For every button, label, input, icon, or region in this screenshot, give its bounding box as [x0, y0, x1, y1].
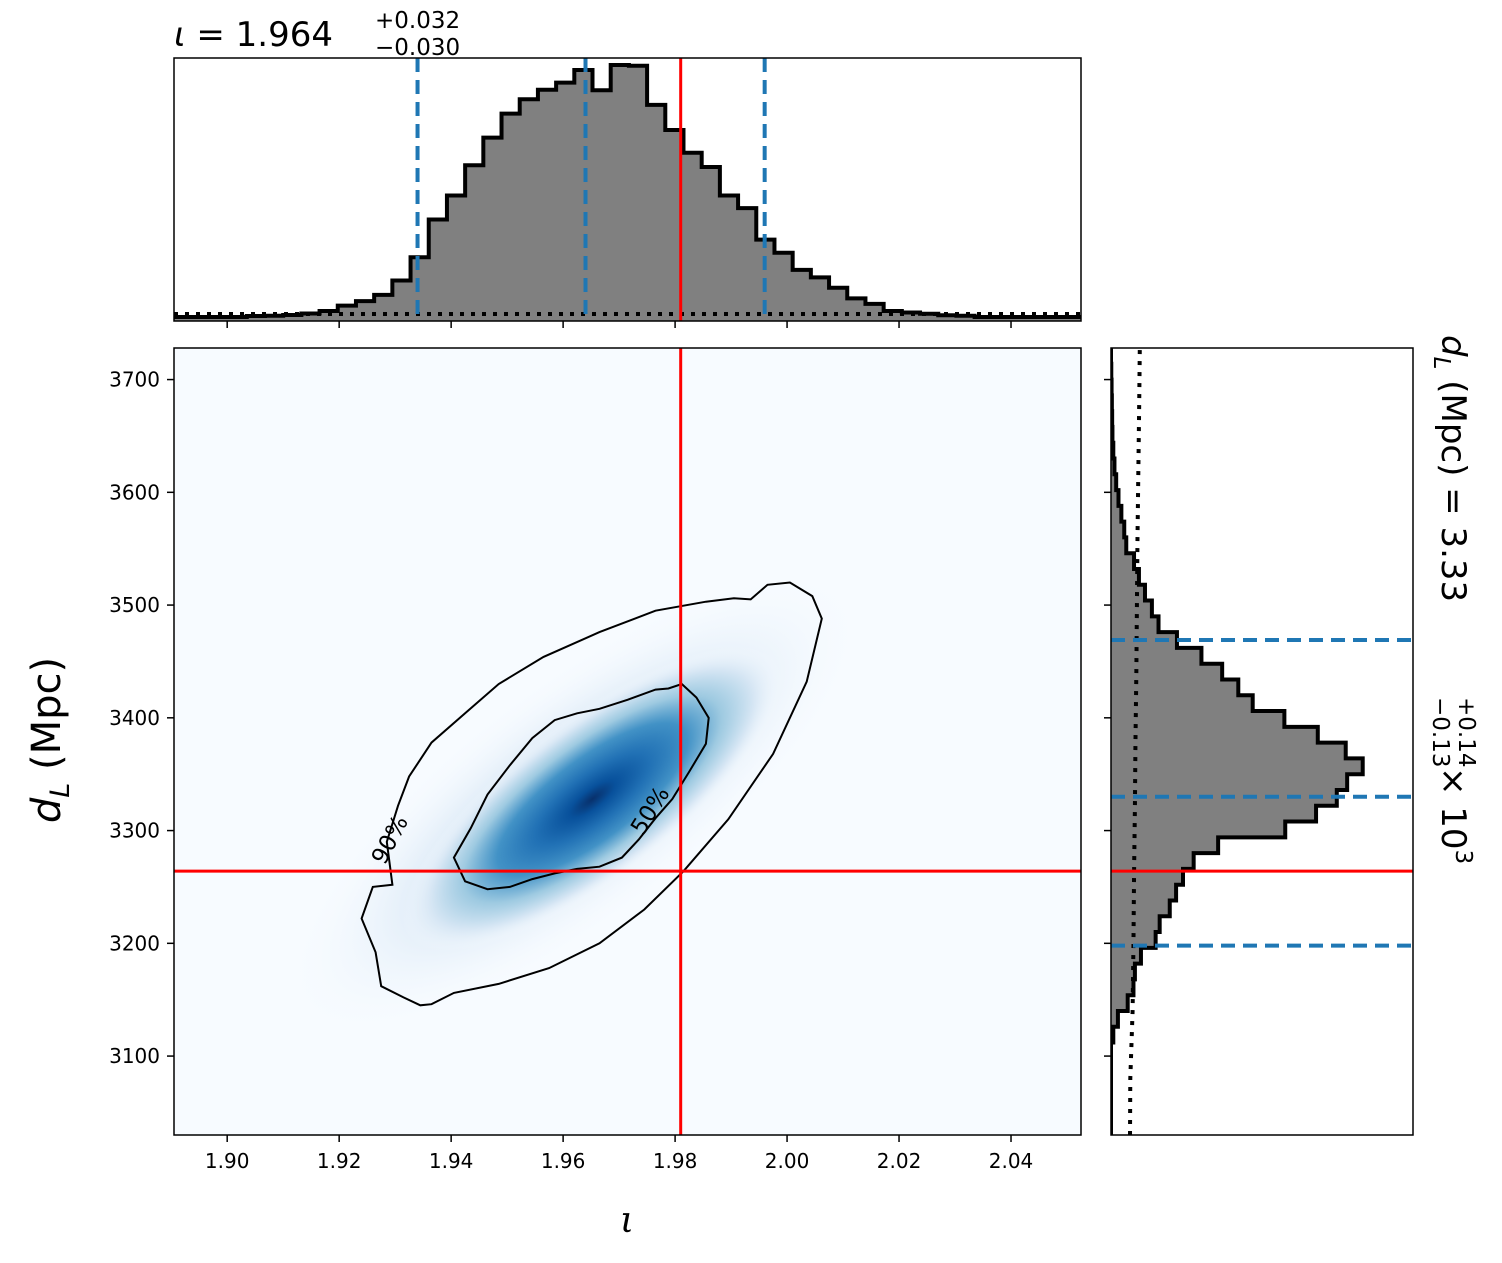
y-axis-label-sub: L — [45, 783, 76, 798]
x-tick-label: 1.94 — [429, 1149, 474, 1173]
iota-marginal-panel — [173, 57, 1082, 328]
x-tick-label: 1.90 — [205, 1149, 250, 1173]
x-tick-label: 1.98 — [653, 1149, 698, 1173]
joint-panel-frame — [173, 347, 1082, 1136]
iota-hist-outline — [174, 63, 1081, 319]
y-tick-label: 3300 — [109, 819, 160, 843]
dL-minus-err: −0.13 — [1427, 697, 1453, 767]
dL-median: 3.33 — [1433, 526, 1473, 602]
dL-hist-fill — [1111, 348, 1363, 1135]
svg-text:dL (Mpc) = 3.33: dL (Mpc) = 3.33 — [1428, 335, 1473, 602]
y-axis-label-symbol: d — [24, 797, 70, 823]
iota-hist-fill — [174, 65, 1081, 321]
x-tick-label: 1.96 — [541, 1149, 586, 1173]
iota-minus-err: −0.030 — [375, 35, 460, 61]
y-tick-label: 3400 — [109, 706, 160, 730]
iota-marginal-frame — [173, 57, 1082, 322]
iota-summary-title: ι = 1.964 — [174, 15, 333, 55]
dL-marginal-frame — [1110, 347, 1414, 1136]
dL-scale-exp: 3 — [1450, 850, 1476, 865]
contour-90 — [360, 581, 823, 1007]
x-tick-label: 1.92 — [317, 1149, 362, 1173]
dL-symbol: d — [1433, 335, 1473, 357]
y-tick-label: 3700 — [109, 368, 160, 392]
dL-prior-curve — [1128, 348, 1142, 1135]
dL-marginal-panel — [1104, 347, 1414, 1136]
x-tick-label: 2.00 — [765, 1149, 810, 1173]
joint-posterior-panel: 50%90% 1.90 1.92 1.94 1.96 1.98 2.00 2.02 2.043… — [109, 347, 1082, 1173]
dL-scale: × 10 — [1433, 767, 1473, 850]
iota-median: 1.964 — [236, 15, 333, 55]
y-axis-label: dL (Mpc) — [24, 657, 76, 823]
iota-plus-err: +0.032 — [375, 8, 460, 34]
svg-text:dL (Mpc): dL (Mpc) — [24, 657, 76, 823]
dL-plus-err: +0.14 — [1453, 697, 1479, 767]
svg-text:× 103: × 103 — [1433, 767, 1476, 864]
x-tick-label: 2.04 — [989, 1149, 1034, 1173]
dL-summary-title: dL (Mpc) = 3.33 +0.14 −0.13 × 103 — [1427, 335, 1479, 864]
y-axis-label-unit: (Mpc) — [24, 657, 70, 770]
iota-symbol: ι — [174, 15, 186, 55]
dL-unit: (Mpc) = — [1433, 380, 1473, 515]
contour-50 — [452, 682, 710, 891]
y-tick-label: 3500 — [109, 593, 160, 617]
density-core — [402, 646, 783, 952]
y-tick-label: 3100 — [109, 1044, 160, 1068]
x-tick-label: 2.02 — [877, 1149, 922, 1173]
x-axis-label: ι — [620, 1200, 634, 1241]
dL-sub: L — [1428, 357, 1454, 370]
y-tick-label: 3600 — [109, 480, 160, 504]
y-tick-label: 3200 — [109, 931, 160, 955]
